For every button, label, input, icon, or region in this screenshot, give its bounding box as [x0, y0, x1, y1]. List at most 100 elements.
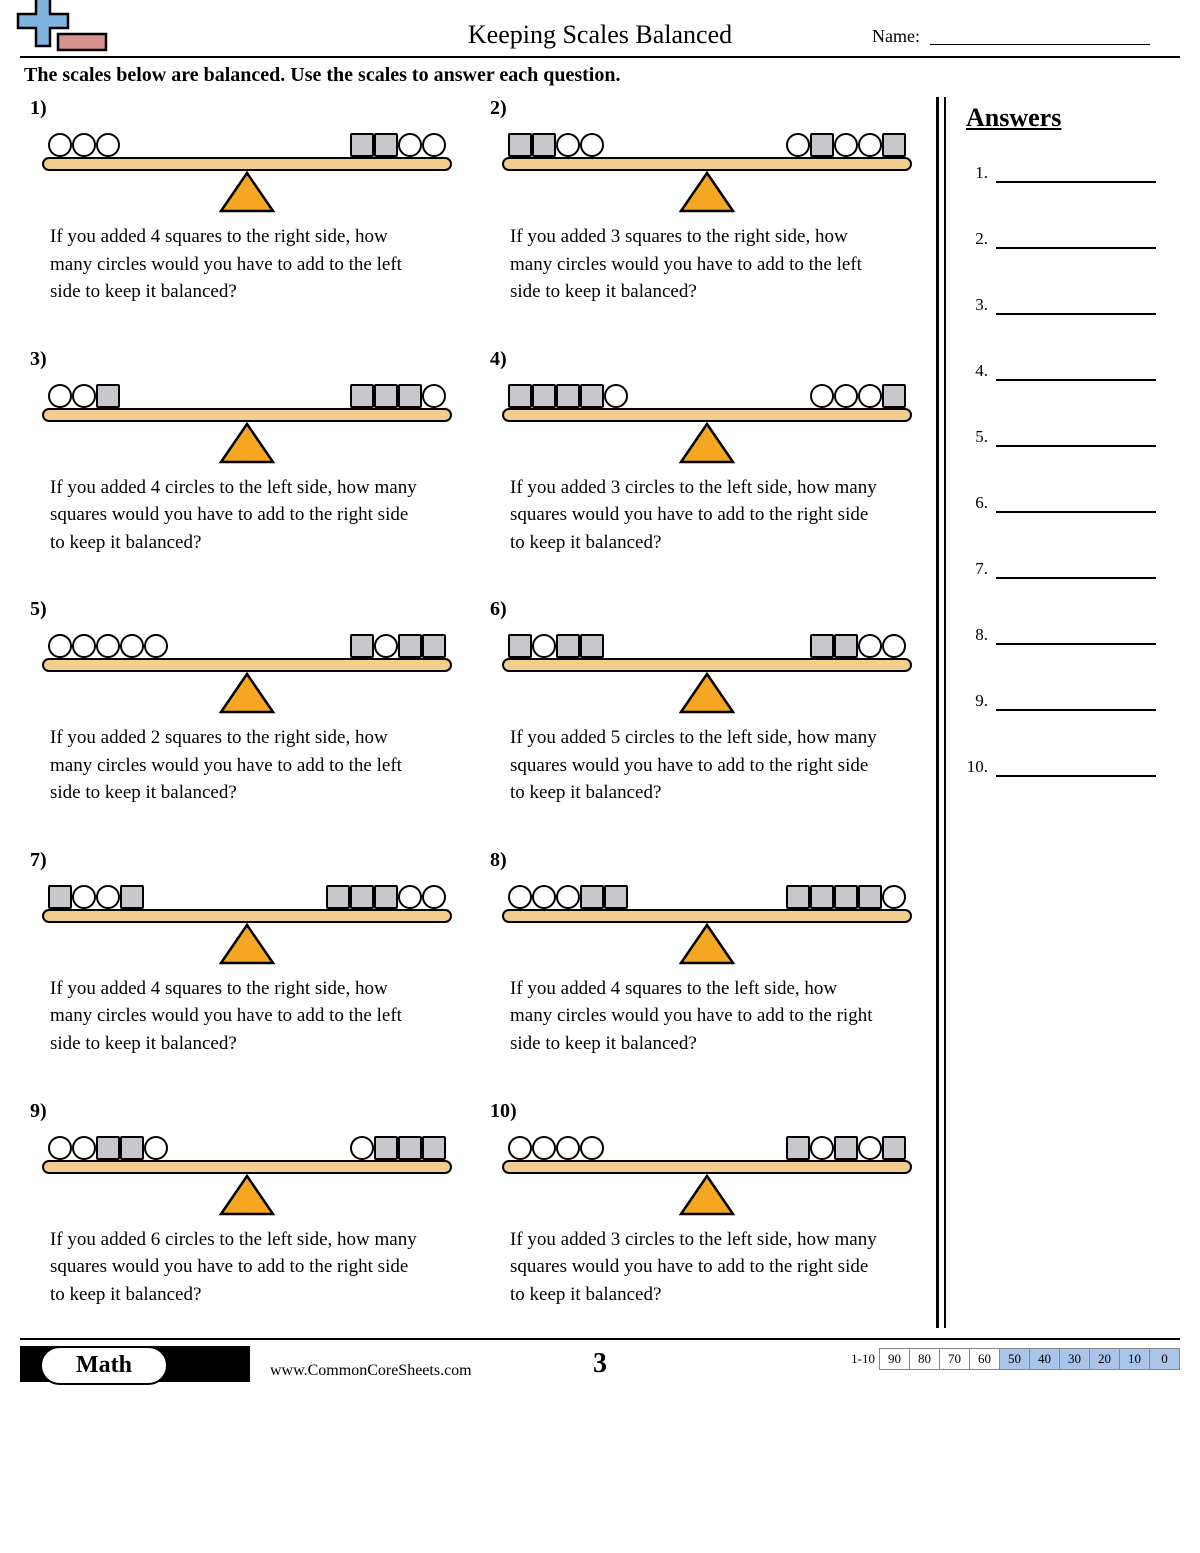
problem: 4) If you added 3 circles to the left sid… [480, 348, 930, 557]
fulcrum-icon [217, 171, 277, 215]
question-text: If you added 4 circles to the left side,… [32, 474, 432, 557]
answer-blank[interactable] [996, 165, 1156, 183]
score-cell: 50 [1000, 1348, 1030, 1370]
answer-blank[interactable] [996, 297, 1156, 315]
problem-number: 4) [490, 348, 507, 371]
square-shape [374, 384, 398, 408]
circle-shape [580, 1136, 604, 1160]
beam [42, 408, 452, 422]
square-shape [96, 1136, 120, 1160]
answer-row: 9. [966, 691, 1180, 711]
question-text: If you added 3 squares to the right side… [492, 223, 892, 306]
square-shape [786, 1136, 810, 1160]
answer-blank[interactable] [996, 231, 1156, 249]
fulcrum-icon [217, 672, 277, 716]
plus-minus-icon [16, 0, 116, 54]
circle-shape [48, 1136, 72, 1160]
right-pan [350, 1136, 446, 1160]
left-pan [508, 885, 628, 909]
circle-shape [96, 885, 120, 909]
problem: 7) If you added 4 squares to the right si… [20, 849, 470, 1058]
left-pan [48, 885, 144, 909]
score-range-label: 1-10 [847, 1348, 880, 1370]
column-divider [936, 97, 946, 1328]
footer: Math www.CommonCoreSheets.com 3 1-109080… [20, 1338, 1180, 1388]
question-text: If you added 4 squares to the right side… [32, 975, 432, 1058]
answer-number: 9. [966, 691, 992, 711]
balance-scale [42, 881, 452, 961]
circle-shape [810, 384, 834, 408]
square-shape [422, 634, 446, 658]
circle-shape [120, 634, 144, 658]
beam [42, 1160, 452, 1174]
answer-row: 8. [966, 625, 1180, 645]
answer-blank[interactable] [996, 759, 1156, 777]
circle-shape [858, 133, 882, 157]
square-shape [810, 634, 834, 658]
problem-number: 9) [30, 1100, 47, 1123]
answer-blank[interactable] [996, 429, 1156, 447]
circle-shape [834, 133, 858, 157]
answer-blank[interactable] [996, 495, 1156, 513]
square-shape [580, 885, 604, 909]
beam [502, 658, 912, 672]
problem: 1)If you added 4 squares to the right si… [20, 97, 470, 306]
square-shape [350, 634, 374, 658]
question-text: If you added 3 circles to the left side,… [492, 474, 892, 557]
circle-shape [422, 384, 446, 408]
circle-shape [604, 384, 628, 408]
score-cell: 20 [1090, 1348, 1120, 1370]
circle-shape [72, 1136, 96, 1160]
problem: 8)If you added 4 squares to the left sid… [480, 849, 930, 1058]
right-pan [350, 133, 446, 157]
circle-shape [532, 634, 556, 658]
square-shape [508, 384, 532, 408]
answer-blank[interactable] [996, 363, 1156, 381]
square-shape [350, 885, 374, 909]
circle-shape [532, 885, 556, 909]
score-cell: 10 [1120, 1348, 1150, 1370]
square-shape [120, 1136, 144, 1160]
circle-shape [882, 634, 906, 658]
square-shape [882, 133, 906, 157]
problem: 2)If you added 3 squares to the right si… [480, 97, 930, 306]
fulcrum-icon [677, 672, 737, 716]
circle-shape [72, 885, 96, 909]
problem-number: 7) [30, 849, 47, 872]
beam [502, 408, 912, 422]
left-pan [48, 1136, 168, 1160]
circle-shape [398, 133, 422, 157]
answer-number: 1. [966, 163, 992, 183]
circle-shape [834, 384, 858, 408]
question-text: If you added 6 circles to the left side,… [32, 1226, 432, 1309]
circle-shape [144, 634, 168, 658]
name-label: Name: [872, 26, 920, 47]
answer-blank[interactable] [996, 561, 1156, 579]
score-cell: 40 [1030, 1348, 1060, 1370]
right-pan [810, 384, 906, 408]
problem: 5)If you added 2 squares to the right si… [20, 598, 470, 807]
circle-shape [72, 634, 96, 658]
circle-shape [556, 1136, 580, 1160]
answer-blank[interactable] [996, 693, 1156, 711]
score-cell: 60 [970, 1348, 1000, 1370]
square-shape [834, 885, 858, 909]
question-text: If you added 2 squares to the right side… [32, 724, 432, 807]
square-shape [374, 885, 398, 909]
circle-shape [810, 1136, 834, 1160]
square-shape [48, 885, 72, 909]
square-shape [604, 885, 628, 909]
right-pan [350, 634, 446, 658]
circle-shape [422, 133, 446, 157]
answer-blank[interactable] [996, 627, 1156, 645]
left-pan [508, 634, 604, 658]
square-shape [508, 634, 532, 658]
square-shape [882, 384, 906, 408]
answers-title: Answers [966, 103, 1180, 133]
left-pan [48, 634, 168, 658]
name-input-line[interactable] [930, 44, 1150, 45]
beam [502, 1160, 912, 1174]
page-number: 3 [593, 1348, 607, 1380]
answer-row: 7. [966, 559, 1180, 579]
circle-shape [858, 634, 882, 658]
